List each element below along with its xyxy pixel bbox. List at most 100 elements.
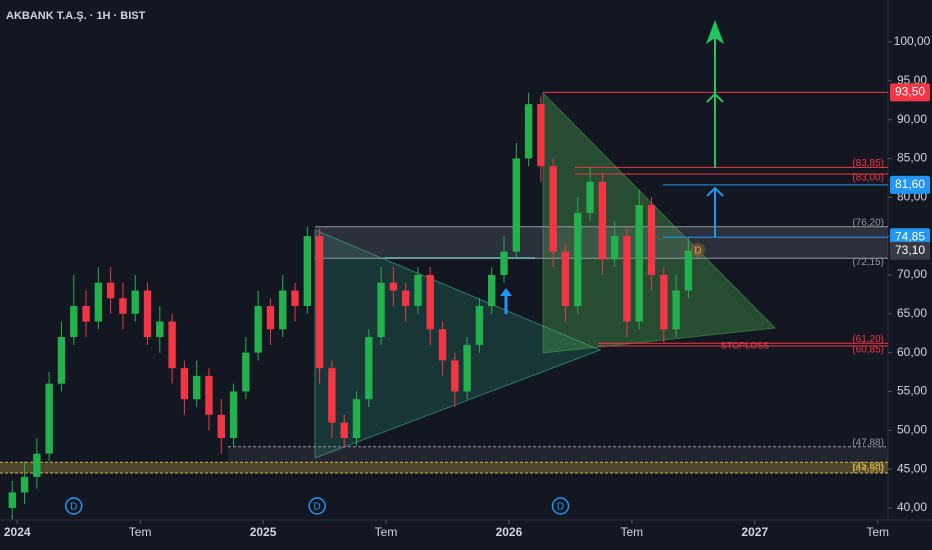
candle-body [33,453,41,477]
level-label: (45,88) [852,461,884,472]
candle-body [291,290,299,307]
candle-body [414,274,422,307]
candle-body [475,306,484,345]
x-tick-label: Tem [375,525,398,539]
candle-body [647,205,656,275]
candle-body [512,158,520,252]
candle-body [561,251,570,307]
candle-body [660,274,668,330]
y-tick-label: 55,00 [897,384,927,398]
triangle-pattern [314,229,602,459]
candle-body [340,422,348,439]
buy-arrow-head [500,288,512,296]
candle-body [82,306,90,322]
candle-body [537,104,545,167]
price-tag [890,175,930,194]
dividend-label: D [557,502,564,513]
x-tick-label: 2026 [496,525,523,539]
candle-body [217,414,225,439]
chart-title: AKBANK T.A.Ş. · 1H · BIST [6,10,146,22]
candle-body [463,344,471,392]
y-tick-label: 50,00 [897,422,927,436]
blue-arrow-head [706,186,724,197]
candle-body [143,290,152,338]
stoploss-label: STOPLOSS [721,340,769,350]
candle-body [192,375,201,400]
y-tick-label: 70,00 [897,267,927,281]
candle-body [377,282,385,338]
level-label: (61,20) [852,334,884,345]
candle-body [524,104,533,159]
x-tick-label: Tem [621,525,644,539]
y-tick-label: 40,00 [897,500,927,514]
y-tick-label: 100,00 [894,34,931,48]
candle-body [598,181,607,260]
y-tick-label: 60,00 [897,345,927,359]
candle-body [180,368,189,400]
candle-body [328,368,336,423]
x-tick-label: 2024 [4,525,31,539]
dividend-label: D [314,502,321,513]
candle-body [623,236,631,322]
price-tag [890,228,930,247]
candle-body [488,274,496,307]
target-arrow-chevron [706,92,724,103]
dividend-marker [551,497,570,515]
candle-body [20,476,29,493]
candle-body [8,492,16,508]
dividend-label: D [70,502,77,513]
candle-body [94,282,103,322]
target-arrow-head [706,20,724,44]
candle-body [500,251,508,275]
candle-body [672,290,680,330]
candle-body [242,352,250,392]
candle-body [365,337,373,400]
price-tag [890,241,930,260]
candle-body [70,306,78,338]
x-tick-label: 2027 [741,525,768,539]
x-tick-label: 2025 [250,525,277,539]
level-label: (44,50) [852,464,884,475]
candle-body [266,306,275,330]
price-tag-label: 93,50 [895,85,925,99]
candle-body [131,290,139,314]
candle-body [549,166,557,252]
x-tick-label: Tem [129,525,152,539]
y-tick-label: 45,00 [897,461,927,475]
candle-body [610,236,619,260]
candle-body [279,290,287,330]
candle-body [156,321,164,338]
candle-body [205,375,213,415]
marker-label: D [694,246,701,257]
level-label: (47,88) [852,437,884,448]
dividend-marker [308,497,326,515]
candle-body [352,399,361,439]
marker [691,243,705,257]
level-label: (83,85) [852,158,884,169]
price-tag-label: 73,10 [895,243,925,257]
price-tag-label: 74,85 [895,229,925,243]
candle-body [45,383,53,454]
candle-body [119,298,127,314]
candle-body [426,274,434,330]
candle-body [315,236,324,369]
price-tag [890,83,930,102]
candle-body [168,321,176,369]
candle-body [574,212,582,307]
price-tag-label: 81,60 [895,177,925,191]
zone [228,446,888,463]
level-label: (72,15) [852,257,884,268]
zone [0,462,888,474]
candle-body [106,282,115,299]
candle-body [389,282,398,291]
candle-body [451,360,459,392]
level-label: (83,00) [852,173,884,184]
candle-body [303,236,312,307]
triangle-pattern [542,91,777,354]
dividend-marker [65,497,83,515]
candle-body [229,391,238,439]
candle-body [57,337,66,384]
y-tick-label: 90,00 [897,112,927,126]
